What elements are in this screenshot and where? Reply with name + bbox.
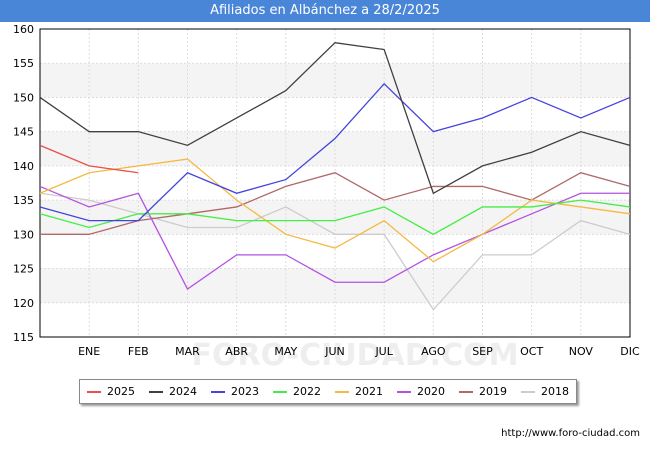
x-tick-label: NOV (569, 345, 594, 358)
legend-item-2019: 2019 (459, 385, 507, 398)
legend-label: 2023 (231, 385, 259, 398)
legend-label: 2018 (541, 385, 569, 398)
x-tick-label: DIC (620, 345, 640, 358)
legend-label: 2025 (107, 385, 135, 398)
legend-label: 2024 (169, 385, 197, 398)
x-tick-label: SEP (472, 345, 493, 358)
chart-title: Afiliados en Albánchez a 28/2/2025 (0, 0, 650, 22)
legend-label: 2019 (479, 385, 507, 398)
plot-frame (39, 28, 631, 338)
series-line-2024 (39, 42, 631, 195)
x-tick-label: FEB (128, 345, 149, 358)
grid-band (40, 63, 630, 98)
legend-label: 2021 (355, 385, 383, 398)
legend-item-2023: 2023 (211, 385, 259, 398)
legend-swatch (87, 390, 101, 393)
x-tick-label: MAR (175, 345, 200, 358)
y-tick-label: 145 (13, 126, 34, 139)
y-tick-label: 130 (13, 228, 34, 241)
y-tick-label: 155 (13, 57, 34, 70)
source-url[interactable]: http://www.foro-ciudad.com (501, 428, 640, 439)
y-tick-label: 115 (13, 331, 34, 344)
legend-swatch (397, 390, 411, 393)
legend: 2025 2024 2023 2022 2021 2020 2019 2018 (79, 379, 577, 404)
legend-swatch (521, 390, 535, 393)
legend-item-2020: 2020 (397, 385, 445, 398)
y-tick-label: 135 (13, 194, 34, 207)
legend-item-2024: 2024 (149, 385, 197, 398)
legend-item-2025: 2025 (87, 385, 135, 398)
series-line-2020 (39, 185, 630, 291)
legend-item-2021: 2021 (335, 385, 383, 398)
legend-item-2018: 2018 (521, 385, 569, 398)
y-tick-label: 140 (13, 160, 34, 173)
legend-label: 2022 (293, 385, 321, 398)
x-tick-label: ENE (78, 345, 100, 358)
x-tick-label: ABR (225, 345, 248, 358)
legend-item-2022: 2022 (273, 385, 321, 398)
x-tick-label: AGO (421, 345, 446, 358)
legend-swatch (459, 390, 473, 393)
x-tick-label: MAY (274, 345, 297, 358)
y-tick-label: 160 (13, 23, 34, 36)
series-line-2025 (39, 144, 139, 174)
x-tick-label: OCT (520, 345, 543, 358)
legend-swatch (149, 390, 163, 393)
series-line-2021 (39, 158, 631, 263)
series-line-2022 (39, 199, 631, 236)
series-line-2023 (39, 82, 631, 222)
y-tick-label: 120 (13, 297, 34, 310)
legend-swatch (211, 390, 225, 393)
x-tick-label: JUL (374, 345, 393, 358)
y-tick-label: 125 (13, 263, 34, 276)
legend-label: 2020 (417, 385, 445, 398)
watermark-text: FORO-CIUDAD.COM (192, 338, 519, 373)
x-tick-label: JUN (324, 345, 345, 358)
y-tick-label: 150 (13, 91, 34, 104)
legend-swatch (273, 390, 287, 393)
legend-swatch (335, 390, 349, 393)
